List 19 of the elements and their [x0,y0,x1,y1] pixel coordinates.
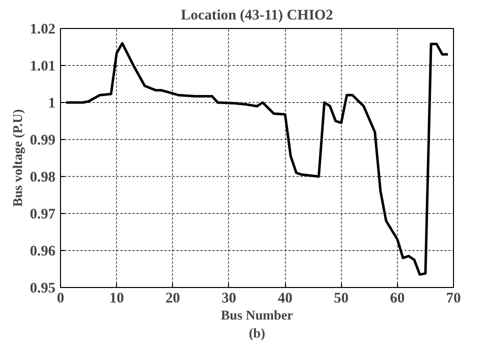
x-tick-label: 60 [390,290,405,306]
y-tick-label: 1.02 [30,22,56,38]
x-tick-label: 40 [278,290,292,306]
x-tick-label: 20 [165,290,180,306]
x-tick-label: 30 [222,290,236,306]
y-tick-label: 1 [48,96,56,112]
x-tick-label: 70 [446,290,461,306]
x-axis-title: Bus Number (b) [220,308,294,340]
y-axis-title: Bus voltage (P.U) [10,109,25,207]
y-tick-label: 0.96 [30,244,56,260]
y-tick-label: 0.99 [30,132,56,148]
y-tick-label: 0.95 [30,280,56,296]
y-tick-label: 1.01 [30,58,56,74]
y-tick-label: 0.98 [30,170,56,186]
chart-title: Location (43-11) CHIO2 [180,8,334,24]
x-tick-label: 0 [56,290,64,306]
x-tick-label: 50 [334,290,349,306]
y-tick-label: 0.97 [30,206,56,222]
x-tick-label: 10 [109,290,124,306]
